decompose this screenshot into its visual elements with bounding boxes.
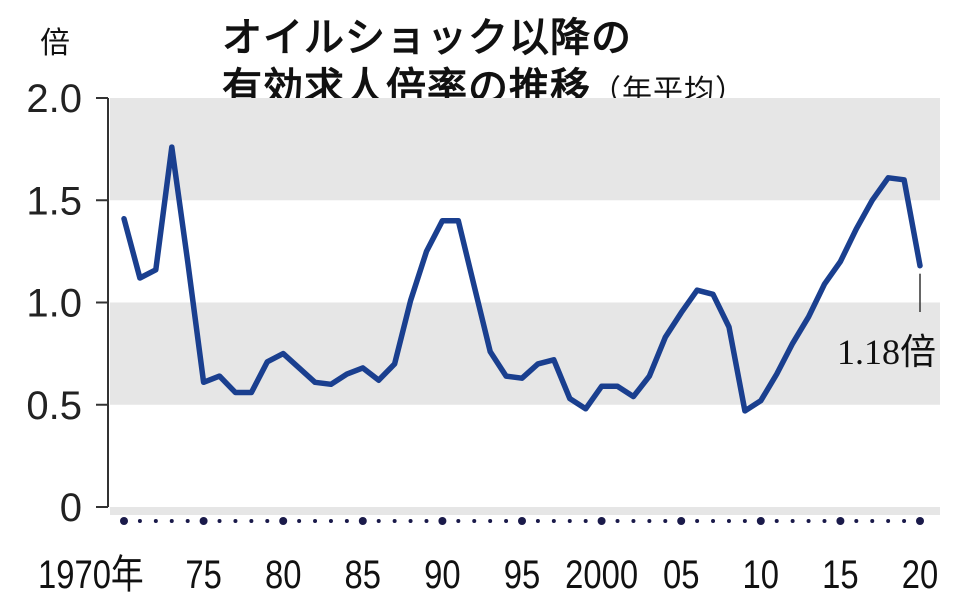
x-minor-dot — [535, 519, 540, 523]
x-minor-dot — [217, 519, 222, 523]
y-tick-label: 0 — [60, 486, 82, 530]
x-minor-dot — [870, 519, 875, 523]
x-minor-dot — [695, 519, 700, 523]
y-tick-label: 0.5 — [26, 384, 82, 428]
x-major-dot — [120, 517, 128, 525]
x-minor-dot — [806, 519, 811, 523]
x-minor-dot — [774, 519, 779, 523]
x-major-dot — [597, 517, 606, 525]
chart-title-line1: オイルショック以降の — [222, 15, 632, 61]
x-minor-dot — [822, 519, 827, 523]
x-minor-dot — [328, 519, 333, 523]
x-minor-dot — [488, 519, 493, 523]
x-tick-label: 05 — [663, 552, 699, 597]
x-minor-dot — [854, 519, 859, 523]
x-minor-dot — [886, 519, 891, 523]
x-minor-dot — [711, 519, 716, 523]
x-minor-dot — [233, 519, 238, 523]
y-tick-label: 1.5 — [26, 179, 82, 223]
x-minor-dot — [249, 519, 254, 523]
x-minor-dot — [408, 519, 413, 523]
x-minor-dot — [344, 519, 349, 523]
x-minor-dot — [424, 519, 429, 523]
gray-band — [110, 507, 940, 515]
x-minor-dot — [376, 519, 381, 523]
x-tick-label: 20 — [902, 552, 938, 597]
y-tick-label: 1.0 — [26, 282, 82, 326]
x-minor-dot — [313, 519, 318, 523]
x-minor-dot — [297, 519, 302, 523]
x-tick-label: 95 — [504, 552, 540, 597]
gray-band — [110, 302, 940, 405]
x-minor-dot — [615, 519, 620, 523]
x-minor-dot — [392, 519, 397, 523]
x-minor-dot — [790, 519, 795, 523]
x-tick-label: 75 — [185, 552, 221, 597]
x-tick-label: 85 — [345, 552, 381, 597]
x-major-dot — [518, 517, 526, 525]
x-major-dot — [677, 517, 686, 525]
x-minor-dot — [551, 519, 556, 523]
x-tick-label: 80 — [265, 552, 301, 597]
x-minor-dot — [472, 519, 477, 523]
x-minor-dot — [663, 519, 668, 523]
x-major-dot — [756, 517, 765, 525]
x-major-dot — [199, 517, 208, 525]
x-tick-label: 90 — [424, 552, 460, 597]
x-minor-dot — [583, 519, 588, 523]
x-minor-dot — [153, 519, 158, 523]
x-minor-dot — [647, 519, 652, 523]
x-major-dot — [358, 517, 367, 525]
x-minor-dot — [631, 519, 636, 523]
x-minor-dot — [742, 519, 747, 523]
x-major-dot — [438, 517, 447, 525]
y-tick-label: 2.0 — [26, 77, 82, 121]
y-axis-unit: 倍 — [40, 26, 70, 61]
x-major-dot — [916, 517, 924, 525]
x-tick-label: 2000 — [565, 552, 638, 597]
annotation-label: 1.18倍 — [837, 332, 936, 372]
x-minor-dot — [504, 519, 509, 523]
x-tick-label: 1970年 — [38, 552, 144, 597]
x-minor-dot — [456, 519, 461, 523]
x-minor-dot — [902, 519, 907, 523]
x-minor-dot — [726, 519, 731, 523]
x-minor-dot — [265, 519, 270, 523]
x-tick-label: 10 — [743, 552, 779, 597]
x-minor-dot — [169, 519, 174, 523]
series-line — [121, 144, 923, 414]
x-minor-dot — [567, 519, 572, 523]
x-tick-label: 15 — [822, 552, 858, 597]
x-minor-dot — [185, 519, 190, 523]
x-major-dot — [836, 517, 845, 525]
x-major-dot — [279, 517, 288, 525]
gray-band — [110, 98, 940, 201]
x-minor-dot — [137, 519, 142, 523]
